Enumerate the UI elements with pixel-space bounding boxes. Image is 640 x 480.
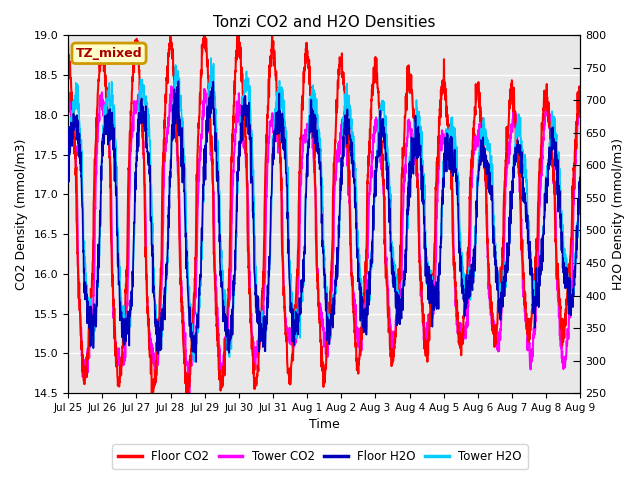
Tower CO2 [168, 84, 175, 89]
Floor CO2 [166, 33, 174, 38]
Title: Tonzi CO2 and H2O Densities: Tonzi CO2 and H2O Densities [213, 15, 435, 30]
Floor H2O [577, 179, 584, 184]
Floor H2O [339, 156, 347, 161]
Line: Tower CO2: Tower CO2 [68, 86, 580, 393]
Tower H2O [351, 146, 358, 152]
Floor H2O [207, 91, 215, 97]
X-axis label: Time: Time [309, 419, 340, 432]
Tower CO2 [546, 121, 554, 127]
Floor H2O [546, 156, 554, 162]
Floor CO2 [64, 41, 72, 47]
Floor H2O [532, 300, 540, 306]
Legend: Floor CO2, Tower CO2, Floor H2O, Tower H2O: Floor CO2, Tower CO2, Floor H2O, Tower H… [112, 444, 528, 469]
Tower CO2 [64, 86, 72, 92]
Floor CO2 [532, 254, 540, 260]
Floor H2O [193, 359, 200, 365]
Floor CO2 [339, 81, 347, 87]
Floor CO2 [207, 133, 215, 139]
Tower CO2 [186, 390, 193, 396]
Tower H2O [339, 115, 347, 120]
Tower CO2 [532, 318, 540, 324]
Line: Floor H2O: Floor H2O [68, 81, 580, 362]
Tower CO2 [339, 128, 347, 133]
Tower H2O [207, 85, 215, 91]
Floor H2O [474, 192, 481, 198]
Floor CO2 [474, 82, 481, 87]
Tower CO2 [577, 95, 584, 100]
Y-axis label: CO2 Density (mmol/m3): CO2 Density (mmol/m3) [15, 139, 28, 290]
Tower CO2 [207, 149, 215, 155]
Floor H2O [64, 167, 72, 172]
Floor H2O [351, 180, 358, 185]
Line: Tower H2O: Tower H2O [68, 58, 580, 362]
Tower CO2 [351, 301, 358, 307]
Tower H2O [532, 291, 540, 297]
Text: TZ_mixed: TZ_mixed [76, 47, 142, 60]
Floor CO2 [148, 390, 156, 396]
Tower H2O [546, 148, 554, 154]
Floor CO2 [351, 322, 358, 327]
Floor H2O [175, 78, 182, 84]
Tower H2O [474, 178, 481, 183]
Floor CO2 [577, 98, 584, 104]
Tower CO2 [474, 133, 481, 139]
Tower H2O [191, 359, 198, 365]
Line: Floor CO2: Floor CO2 [68, 36, 580, 393]
Tower H2O [577, 176, 584, 182]
Y-axis label: H2O Density (mmol/m3): H2O Density (mmol/m3) [612, 138, 625, 290]
Floor CO2 [546, 123, 554, 129]
Tower H2O [64, 150, 72, 156]
Tower H2O [207, 55, 215, 61]
